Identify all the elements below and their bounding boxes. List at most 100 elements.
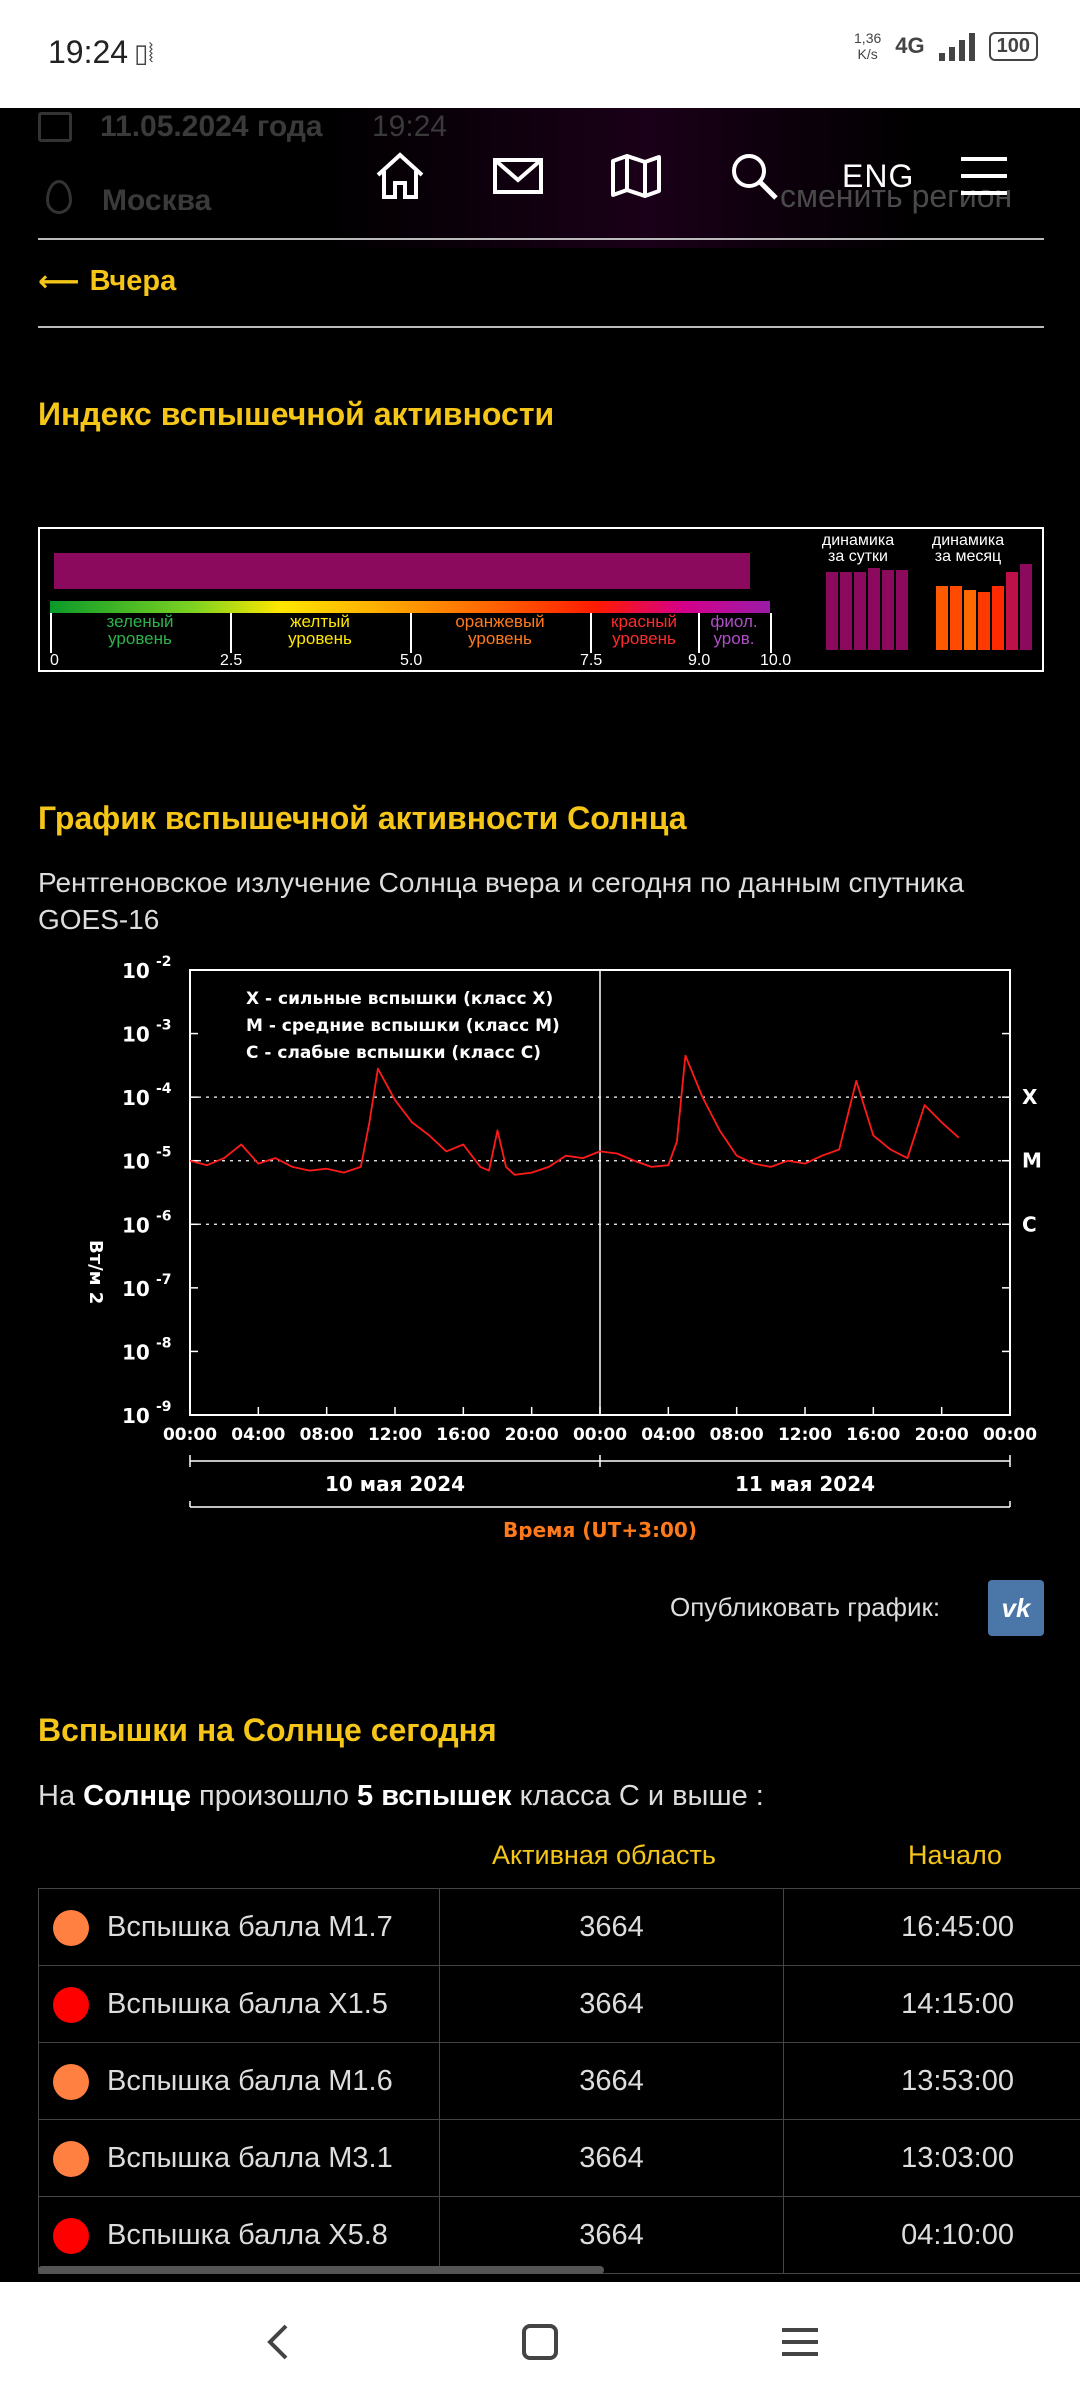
header-city: Москва [102,184,212,217]
net-speed: 1,36 K/s [854,30,882,62]
index-title: Индекс вспышечной активности [38,396,555,432]
table-scrollbar[interactable] [38,2266,604,2274]
flare-name-cell: Вспышка балла M1.6 [38,2043,440,2120]
flare-row: Вспышка балла M1.7 3664 16:45:00 [38,1889,1080,1966]
mail-icon[interactable] [488,148,548,204]
day-label: 11 мая 2024 [735,1472,875,1496]
x-tick-label: 20:00 [915,1425,969,1445]
index-scale: зеленый уровень желтый уровень оранжевый уров… [50,612,772,653]
flare-name: Вспышка балла M3.1 [107,2142,393,2174]
y-tick-label: 10 [122,1023,150,1047]
x-tick-label: 16:00 [436,1425,490,1445]
dynamics-month-bars [936,564,1032,650]
flare-name-cell: Вспышка балла X5.8 [38,2197,440,2274]
change-region-link[interactable]: сменить регион [780,178,1013,214]
y-tick-label: 10 [122,1404,150,1428]
publish-label: Опубликовать график: [670,1592,941,1622]
flare-class-dot [53,2217,89,2254]
index-scale-tick [50,613,52,653]
index-scale-number: 9.0 [688,652,711,669]
flare-start: 04:10:00 [901,2219,1014,2251]
x-axis-label: Время (UT+3:00) [503,1518,697,1540]
index-value-bar [54,553,750,589]
header-time: 19:24 [372,110,448,143]
menu-icon[interactable] [954,148,1014,204]
flare-class-dot [53,2140,89,2177]
class-line-label: C [1022,1212,1037,1236]
divider [38,238,1044,240]
y-tick-exponent: -3 [156,1018,172,1034]
y-tick-label: 10 [122,1086,150,1110]
x-tick-label: 12:00 [778,1425,832,1445]
flares-table: Вспышка балла M1.7 3664 16:45:00 Вспышка ба… [38,1888,1080,2274]
index-scale-tick [770,613,772,653]
class-line-label: M [1022,1149,1042,1173]
flare-class-dot [53,2063,89,2100]
col-header-start: Начало [908,1840,1003,1870]
flare-row: Вспышка балла M1.6 3664 13:53:00 [38,2043,1080,2120]
index-scale-number: 7.5 [580,652,603,669]
flares-summary: На Солнце произошло 5 вспышек класса С и… [38,1780,764,1812]
flare-region: 3664 [440,2197,784,2274]
flare-start: 13:03:00 [901,2142,1014,2174]
index-scale-tick [590,613,592,653]
legend-entry: C - слабые вспышки (класс C) [246,1043,541,1063]
index-level-label: оранжевый уровень [455,612,545,648]
flare-index-widget: зеленый уровень желтый уровень оранжевый уров… [38,527,1044,672]
y-tick-exponent: -9 [156,1399,172,1415]
flare-start: 16:45:00 [901,1911,1014,1943]
flux-series-line [189,1054,960,1176]
flare-name-cell: Вспышка балла M1.7 [38,1889,440,1966]
home-square-icon[interactable] [510,2312,570,2372]
flares-title: Вспышки на Солнце сегодня [38,1712,497,1748]
arrow-left-icon: ⟵ [38,266,80,298]
x-tick-label: 12:00 [368,1425,422,1445]
x-tick-label: 20:00 [505,1425,559,1445]
index-level-label: желтый уровень [288,612,352,648]
index-scale-tick [698,613,700,653]
x-tick-label: 00:00 [163,1425,217,1445]
index-level-label: фиол. уров. [710,612,758,648]
search-icon[interactable] [724,148,784,204]
index-scale-number: 5.0 [400,652,423,669]
index-scale-tick [230,613,232,653]
y-tick-label: 10 [122,1213,150,1237]
flare-start: 14:15:00 [901,1988,1014,2020]
vk-share-button[interactable]: vk [988,1580,1044,1636]
divider [38,326,1044,328]
day-label: 10 мая 2024 [325,1472,465,1496]
recents-icon[interactable] [770,2312,830,2372]
index-scale-number: 2.5 [220,652,243,669]
site-header: 11.05.2024 года 19:24 Москва сменить рег… [0,108,1080,248]
back-icon[interactable] [250,2312,310,2372]
xray-flux-chart: 10 -2 10 -3 10 -4 10 -5 10 -6 10 -7 10 -8 10 -9 X M C Вт/м … [60,940,1050,1542]
chart-title: График вспышечной активности Солнца [38,800,687,836]
language-switch[interactable]: ENG [842,157,915,194]
chart-subtitle: Рентгеновское излучение Солнца вчера и с… [38,867,965,935]
x-tick-label: 00:00 [983,1425,1037,1445]
flare-row: Вспышка балла X1.5 3664 14:15:00 [38,1966,1080,2043]
flare-row: Вспышка балла X5.8 3664 04:10:00 [38,2197,1080,2274]
y-tick-label: 10 [122,959,150,983]
flare-class-dot [53,1986,89,2023]
index-scale-tick [410,613,412,653]
class-line-label: X [1022,1085,1038,1109]
header-date: 11.05.2024 года [100,110,323,143]
y-tick-exponent: -8 [156,1335,172,1351]
dynamics-day-label: динамика за сутки [821,532,895,565]
home-icon[interactable] [370,148,430,204]
flare-name: Вспышка балла M1.6 [107,2065,393,2097]
y-tick-exponent: -6 [156,1208,172,1224]
x-tick-label: 04:00 [231,1425,285,1445]
flare-start: 13:53:00 [901,2065,1014,2097]
flare-name: Вспышка балла X1.5 [107,1988,388,2020]
vibrate-icon: ▯⦚ [134,38,154,68]
dynamics-month-label: динамика за месяц [931,532,1005,565]
status-bar: 19:24 ▯⦚ 1,36 K/s 4G 100 [0,0,1080,108]
x-tick-label: 08:00 [710,1425,764,1445]
back-link-yesterday[interactable]: ⟵ Вчера [38,265,177,298]
index-level-label: зеленый уровень [106,612,174,648]
y-tick-exponent: -5 [156,1145,172,1161]
flare-row: Вспышка балла M3.1 3664 13:03:00 [38,2120,1080,2197]
map-icon[interactable] [606,148,666,204]
